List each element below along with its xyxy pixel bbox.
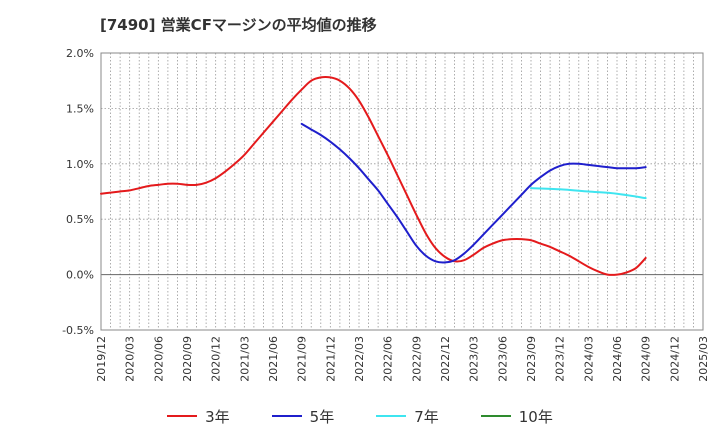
legend-item-5y: 5年 [271, 406, 335, 427]
x-tick-label: 2021/12 [324, 336, 337, 382]
x-tick-label: 2024/03 [582, 336, 595, 382]
x-tick-label: 2022/03 [353, 336, 366, 382]
x-tick-label: 2021/03 [238, 336, 251, 382]
x-tick-label: 2025/03 [697, 336, 710, 382]
y-tick-label: 1.5% [66, 102, 94, 115]
series-7y-line [530, 187, 647, 200]
x-tick-label: 2021/09 [296, 336, 309, 382]
x-tick-label: 2023/09 [525, 336, 538, 382]
x-tick-label: 2020/06 [152, 336, 165, 382]
x-tick-label: 2020/12 [210, 336, 223, 382]
series-3y-line [100, 75, 647, 276]
legend-label-3y: 3年 [205, 407, 230, 426]
x-tick-label: 2021/06 [267, 336, 280, 382]
y-tick-label: 0.5% [66, 213, 94, 226]
legend-item-7y: 7年 [376, 406, 439, 427]
legend-label-5y: 5年 [309, 407, 335, 426]
x-tick-label: 2022/09 [410, 336, 423, 382]
y-tick-label: 2.0% [66, 47, 94, 60]
legend-item-10y: 10年 [480, 406, 553, 427]
x-tick-label: 2024/09 [640, 336, 653, 382]
x-tick-label: 2023/03 [468, 336, 481, 382]
x-tick-label: 2022/12 [439, 336, 452, 382]
y-tick-label: 1.0% [66, 158, 94, 171]
x-tick-label: 2024/12 [668, 336, 681, 382]
legend-swatch-7y [376, 415, 407, 417]
x-tick-label: 2019/12 [95, 336, 108, 382]
plot-frame [100, 52, 704, 331]
x-tick-label: 2023/12 [554, 336, 567, 382]
legend-swatch-5y [271, 415, 302, 417]
x-tick-label: 2020/03 [124, 336, 137, 382]
legend-swatch-10y [480, 415, 511, 417]
series-layer [100, 75, 647, 276]
x-tick-label: 2020/09 [181, 336, 194, 382]
x-tick-label: 2023/06 [496, 336, 509, 382]
legend-item-3y: 3年 [167, 406, 230, 427]
legend-swatch-3y [167, 415, 198, 417]
axis-layer: -0.5% 0.0% 0.5% 1.0% 1.5% 2.0% 2019/12 2020/03 2… [62, 47, 710, 382]
grid-layer [101, 53, 703, 330]
x-tick-label: 2024/06 [611, 336, 624, 382]
legend-label-7y: 7年 [414, 407, 439, 426]
y-tick-label: -0.5% [62, 324, 94, 337]
legend-label-10y: 10年 [518, 407, 553, 426]
series-5y-line [300, 122, 647, 264]
legend: 3年 5年 7年 10年 [0, 404, 720, 428]
chart-title: [7490] 営業CFマージンの平均値の推移 [100, 16, 377, 34]
x-tick-label: 2022/06 [382, 336, 395, 382]
y-tick-label: 0.0% [66, 269, 94, 282]
